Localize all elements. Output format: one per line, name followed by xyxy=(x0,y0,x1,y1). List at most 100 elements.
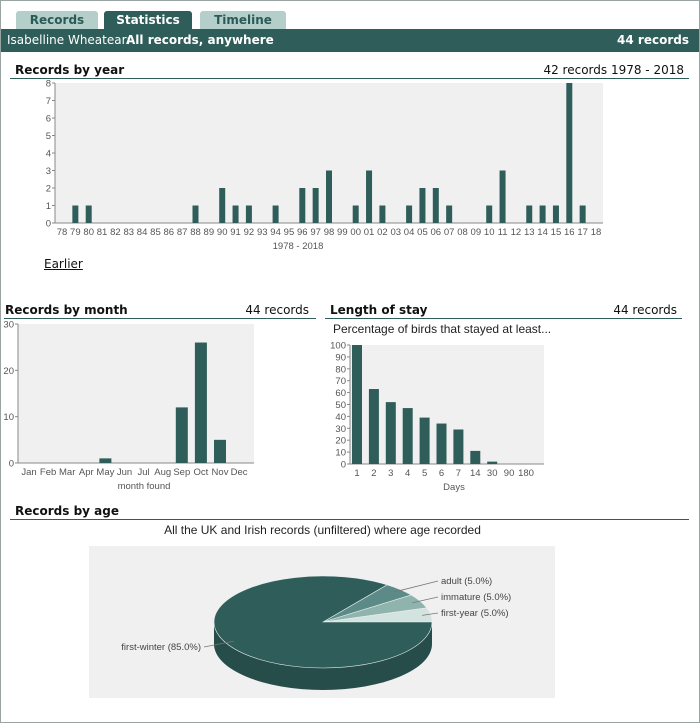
bar xyxy=(245,205,252,223)
bar xyxy=(352,205,359,223)
y-tick-label: 10 xyxy=(3,412,14,423)
x-tick-label: 90 xyxy=(217,227,228,238)
x-tick-label: 15 xyxy=(551,227,562,238)
y-tick-label: 70 xyxy=(335,376,346,387)
month-section-rule xyxy=(4,318,316,319)
x-tick-label: 05 xyxy=(417,227,428,238)
tab-statistics[interactable]: Statistics xyxy=(104,11,192,29)
bar xyxy=(470,450,481,464)
bar xyxy=(486,205,493,223)
x-tick-label: 10 xyxy=(484,227,495,238)
x-tick-label: Jul xyxy=(138,467,150,478)
y-tick-label: 8 xyxy=(46,80,51,90)
x-tick-label: 92 xyxy=(244,227,255,238)
x-tick-label: 99 xyxy=(337,227,348,238)
bar xyxy=(419,188,426,223)
earlier-link[interactable]: Earlier xyxy=(44,257,83,271)
x-tick-label: 6 xyxy=(439,468,444,479)
x-tick-label: 12 xyxy=(511,227,522,238)
y-tick-label: 7 xyxy=(46,96,51,107)
record-count: 44 records xyxy=(617,33,689,47)
age-subtitle: All the UK and Irish records (unfiltered… xyxy=(164,523,481,537)
x-tick-label: 87 xyxy=(177,227,188,238)
bar xyxy=(99,458,112,463)
bar xyxy=(419,417,430,464)
x-tick-label: 80 xyxy=(83,227,94,238)
x-axis-label: 1978 - 2018 xyxy=(273,241,324,252)
y-tick-label: 90 xyxy=(335,352,346,363)
y-tick-label: 0 xyxy=(341,460,346,471)
bar xyxy=(214,439,226,463)
bar xyxy=(406,205,413,223)
x-tick-label: 95 xyxy=(284,227,295,238)
x-tick-label: Jan xyxy=(21,467,36,478)
x-tick-label: 00 xyxy=(350,227,361,238)
x-tick-label: May xyxy=(96,467,114,478)
y-tick-label: 4 xyxy=(46,149,51,160)
x-tick-label: 82 xyxy=(110,227,121,238)
x-tick-label: 09 xyxy=(471,227,482,238)
stay-section-summary: 44 records xyxy=(613,303,677,317)
y-tick-label: 10 xyxy=(335,448,346,459)
x-tick-label: 85 xyxy=(150,227,161,238)
bar xyxy=(194,342,207,463)
x-tick-label: 94 xyxy=(270,227,281,238)
x-tick-label: 01 xyxy=(364,227,375,238)
x-tick-label: 16 xyxy=(564,227,575,238)
pie-label: adult (5.0%) xyxy=(441,576,492,587)
x-tick-label: 03 xyxy=(390,227,401,238)
plot-area xyxy=(350,345,544,464)
bar xyxy=(539,205,546,223)
bar xyxy=(368,389,379,464)
bar xyxy=(446,205,453,223)
bar xyxy=(299,188,306,223)
age-chart: adult (5.0%) immature (5.0%) first-year (5… xyxy=(89,546,555,698)
x-tick-label: 30 xyxy=(487,468,498,479)
bar xyxy=(436,423,447,464)
x-tick-label: 98 xyxy=(324,227,335,238)
x-tick-label: 02 xyxy=(377,227,388,238)
y-tick-label: 100 xyxy=(330,341,346,352)
x-tick-label: 2 xyxy=(371,468,376,479)
record-scope: All records, anywhere xyxy=(126,33,274,47)
x-axis-label: Days xyxy=(443,482,465,493)
x-tick-label: 89 xyxy=(204,227,215,238)
pie-label: first-year (5.0%) xyxy=(441,608,509,619)
bar xyxy=(326,170,332,223)
bar xyxy=(219,188,226,223)
bar xyxy=(526,205,533,223)
x-tick-label: 90 xyxy=(504,468,515,479)
x-tick-label: 4 xyxy=(405,468,410,479)
year-section-title: Records by year xyxy=(15,63,125,77)
y-tick-label: 3 xyxy=(46,166,51,177)
bar xyxy=(499,170,506,223)
bar xyxy=(579,205,586,223)
x-tick-label: Aug xyxy=(154,467,171,478)
x-tick-label: 180 xyxy=(518,468,534,479)
y-tick-label: 50 xyxy=(335,400,346,411)
x-tick-label: 91 xyxy=(230,227,241,238)
y-tick-label: 60 xyxy=(335,388,346,399)
bar xyxy=(566,83,573,223)
pie-leader-line xyxy=(412,596,439,604)
bar xyxy=(385,402,396,464)
tab-timeline[interactable]: Timeline xyxy=(200,11,286,29)
x-tick-label: 81 xyxy=(97,227,108,238)
species-header: Isabelline Wheatear: All records, anywhe… xyxy=(1,29,699,52)
x-tick-label: Jun xyxy=(117,467,132,478)
x-tick-label: 3 xyxy=(388,468,393,479)
x-tick-label: 14 xyxy=(537,227,548,238)
x-tick-label: 18 xyxy=(591,227,602,238)
bar xyxy=(232,205,239,223)
tab-records[interactable]: Records xyxy=(16,11,98,29)
bar xyxy=(552,205,559,223)
bar xyxy=(366,170,373,223)
species-name: Isabelline Wheatear: xyxy=(7,33,131,47)
x-tick-label: 08 xyxy=(457,227,468,238)
bar xyxy=(432,188,439,223)
y-tick-label: 80 xyxy=(335,364,346,375)
month-section-title: Records by month xyxy=(5,303,128,317)
x-tick-label: 07 xyxy=(444,227,455,238)
